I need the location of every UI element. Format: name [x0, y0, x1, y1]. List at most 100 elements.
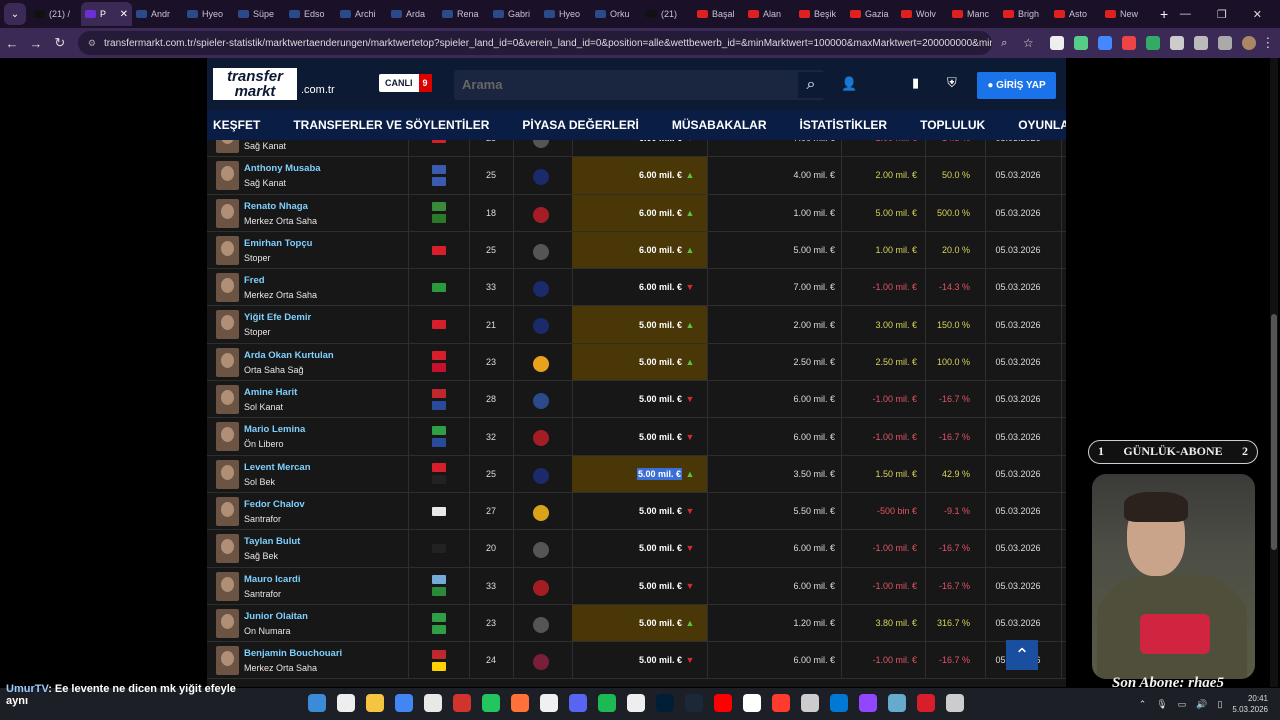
browser-tab[interactable]: Başal	[693, 2, 744, 26]
page-scrollbar-thumb[interactable]	[1271, 314, 1277, 550]
club-crest-icon[interactable]	[533, 355, 549, 372]
player-name-link[interactable]: Arda Okan Kurtulan	[244, 349, 334, 361]
browser-tab[interactable]: Beşik	[795, 2, 846, 26]
nav-competitions[interactable]: MÜSABAKALAR	[671, 118, 767, 132]
browser-tab[interactable]: Orku	[591, 2, 642, 26]
club-crest-icon[interactable]	[533, 393, 549, 410]
player-photo[interactable]	[216, 347, 239, 377]
taskbar-app-icon[interactable]	[917, 694, 935, 712]
club-crest-icon[interactable]	[533, 206, 549, 223]
extension-icon[interactable]	[1074, 36, 1089, 50]
player-name-link[interactable]: Renato Nhaga	[244, 200, 308, 212]
club-crest-icon[interactable]	[533, 430, 549, 447]
club-crest-icon[interactable]	[533, 140, 549, 148]
player-photo[interactable]	[216, 235, 239, 265]
profile-avatar[interactable]	[1241, 36, 1256, 50]
tab-search-button[interactable]: ⌄	[4, 3, 26, 25]
chevron-up-icon[interactable]: ⌃	[1138, 698, 1147, 709]
nav-statistics[interactable]: İSTATİSTİKLER	[799, 118, 888, 132]
player-photo[interactable]	[216, 459, 239, 489]
close-tab-icon[interactable]: ✕	[119, 8, 128, 20]
taskbar-app-icon[interactable]	[337, 694, 355, 712]
player-name-link[interactable]: Mauro Icardi	[244, 573, 301, 585]
forward-icon[interactable]: →	[29, 35, 43, 51]
player-name-link[interactable]: Benjamin Bouchouari	[244, 648, 343, 660]
taskbar-app-icon[interactable]	[627, 694, 645, 712]
club-crest-icon[interactable]	[533, 616, 549, 633]
maximize-icon[interactable]: ❐	[1216, 8, 1227, 21]
new-tab-button[interactable]: +	[1160, 6, 1169, 22]
extension-icon[interactable]	[1050, 36, 1065, 50]
taskbar-app-icon[interactable]	[482, 694, 500, 712]
sidebar-icon[interactable]	[1218, 36, 1232, 50]
club-crest-icon[interactable]	[533, 467, 549, 484]
player-name-link[interactable]: Fedor Chalov	[244, 498, 305, 510]
club-crest-icon[interactable]	[533, 169, 549, 186]
player-photo[interactable]	[216, 310, 239, 340]
windows-start-icon[interactable]	[308, 694, 326, 712]
watchlist-icon[interactable]: ▮	[912, 75, 920, 90]
browser-tab[interactable]: Manc	[948, 2, 999, 26]
taskbar-app-icon[interactable]	[395, 694, 413, 712]
extension-icon[interactable]	[1098, 36, 1113, 50]
taskbar-app-icon[interactable]	[511, 694, 529, 712]
player-photo[interactable]	[216, 608, 239, 638]
club-crest-icon[interactable]	[533, 318, 549, 335]
nav-games[interactable]: OYUNLAR	[1018, 118, 1066, 132]
browser-tab[interactable]: Hyeo	[540, 2, 591, 26]
browser-tab[interactable]: P ✕	[81, 2, 132, 26]
browser-tab[interactable]: Arda	[387, 2, 438, 26]
nav-transfers[interactable]: TRANSFERLER VE SÖYLENTİLER	[293, 118, 490, 132]
back-icon[interactable]: ←	[5, 35, 19, 51]
player-photo[interactable]	[216, 198, 239, 228]
browser-tab[interactable]: Brigh	[999, 2, 1050, 26]
club-crest-icon[interactable]	[533, 281, 549, 298]
extensions-puzzle-icon[interactable]	[1170, 36, 1185, 50]
taskbar-app-icon[interactable]	[366, 694, 384, 712]
taskbar-app-icon[interactable]	[859, 694, 877, 712]
battery-icon[interactable]: ▯	[1217, 698, 1223, 709]
taskbar-app-icon[interactable]	[772, 694, 790, 712]
taskbar-app-icon[interactable]	[743, 694, 761, 712]
browser-menu-icon[interactable]: ⋮	[1261, 35, 1275, 50]
player-photo[interactable]	[216, 571, 239, 601]
player-name-link[interactable]: Taylan Bulut	[244, 536, 301, 548]
live-button[interactable]: CANLI 9	[379, 74, 432, 92]
player-name-link[interactable]: Emirhan Topçu	[244, 237, 313, 249]
browser-tab[interactable]: Gabri	[489, 2, 540, 26]
browser-tab[interactable]: New	[1101, 2, 1152, 26]
nav-community[interactable]: TOPLULUK	[920, 118, 986, 132]
extension-icon[interactable]	[1122, 36, 1137, 50]
player-name-link[interactable]: Yiğit Efe Demir	[244, 312, 312, 324]
browser-tab[interactable]: Wolv	[897, 2, 948, 26]
taskbar-app-icon[interactable]	[830, 694, 848, 712]
taskbar-clock[interactable]: 20:41 5.03.2026	[1232, 693, 1268, 715]
browser-tab[interactable]: Andr	[132, 2, 183, 26]
page-scrollbar[interactable]	[1270, 58, 1278, 687]
player-photo[interactable]	[216, 646, 239, 676]
player-photo[interactable]	[216, 140, 239, 153]
taskbar-app-icon[interactable]	[598, 694, 616, 712]
player-photo[interactable]	[216, 422, 239, 452]
site-info-icon[interactable]: ⚙	[87, 37, 96, 48]
network-icon[interactable]: ▭	[1177, 698, 1187, 709]
club-crest-icon[interactable]	[533, 542, 549, 559]
shield-plus-icon[interactable]: ⛨	[947, 75, 957, 90]
taskbar-app-icon[interactable]	[656, 694, 674, 712]
taskbar-app-icon[interactable]	[424, 694, 442, 712]
browser-tab[interactable]: Edso	[285, 2, 336, 26]
taskbar-app-icon[interactable]	[685, 694, 703, 712]
club-crest-icon[interactable]	[533, 243, 549, 260]
browser-tab[interactable]: Hyeo	[183, 2, 234, 26]
player-name-link[interactable]: Junior Olaitan	[244, 610, 308, 622]
reading-list-icon[interactable]	[1194, 36, 1209, 50]
player-photo[interactable]	[216, 385, 239, 415]
browser-tab[interactable]: Alan	[744, 2, 795, 26]
browser-tab[interactable]: Rena	[438, 2, 489, 26]
taskbar-app-icon[interactable]	[569, 694, 587, 712]
search-icon[interactable]: ⌕	[798, 72, 824, 98]
club-crest-icon[interactable]	[533, 654, 549, 671]
microphone-icon[interactable]: 🎙	[1156, 698, 1168, 709]
player-photo[interactable]	[216, 161, 239, 191]
player-name-link[interactable]: Amine Harit	[244, 387, 298, 399]
